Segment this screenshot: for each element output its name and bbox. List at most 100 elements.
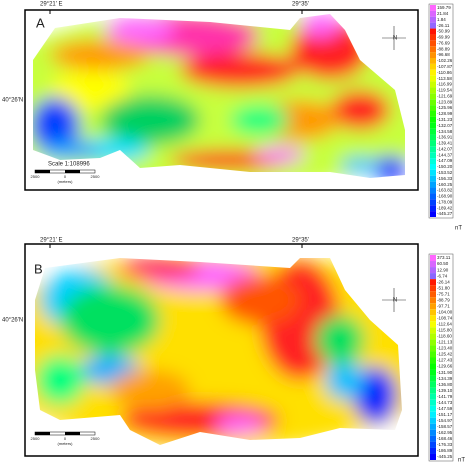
colorbar-label: -6.74 bbox=[437, 273, 448, 278]
colorbar-swatch bbox=[430, 309, 436, 316]
colorbar-label: -128.99 bbox=[437, 111, 453, 116]
colorbar-swatch bbox=[430, 291, 436, 298]
colorbar-swatch bbox=[430, 193, 436, 200]
colorbar-swatch bbox=[430, 128, 436, 135]
colorbar-swatch bbox=[430, 158, 436, 164]
colorbar-swatch bbox=[430, 387, 436, 394]
colorbar-swatch bbox=[430, 375, 436, 382]
colorbar-swatch bbox=[430, 181, 436, 188]
colorbar-label: -88.79 bbox=[437, 297, 450, 302]
scale-unit: (meters) bbox=[58, 179, 74, 184]
anomaly-blob bbox=[215, 415, 265, 435]
colorbar-swatch bbox=[430, 175, 436, 182]
anomaly-blob bbox=[340, 157, 380, 173]
colorbar-swatch bbox=[430, 40, 436, 47]
panel-label: A bbox=[36, 15, 45, 30]
colorbar-label: -26.11 bbox=[437, 23, 450, 28]
colorbar-swatch bbox=[430, 52, 436, 58]
colorbar-label: -154.97 bbox=[437, 418, 453, 423]
anomaly-map bbox=[33, 14, 405, 178]
colorbar-swatch bbox=[430, 58, 436, 64]
colorbar-label: -147.09 bbox=[437, 158, 453, 163]
colorbar-label: -76.69 bbox=[437, 40, 450, 45]
colorbar-label: -125.42 bbox=[437, 352, 453, 357]
colorbar-swatch bbox=[430, 327, 436, 334]
colorbar-label: -168.90 bbox=[437, 194, 453, 199]
colorbar-label: -118.60 bbox=[437, 334, 452, 339]
colorbar-swatch bbox=[430, 140, 436, 147]
scale-text: Scale 1:108996 bbox=[48, 162, 90, 168]
colorbar-swatch bbox=[430, 46, 436, 53]
anomaly-blob bbox=[60, 285, 160, 355]
colorbar-swatch bbox=[430, 255, 436, 262]
colorbar-swatch bbox=[430, 34, 436, 41]
colorbar-label: -144.37 bbox=[437, 152, 453, 157]
longitude-label: 29°21' E bbox=[40, 2, 63, 8]
longitude-label: 29°21' E bbox=[40, 238, 63, 244]
anomaly-blob bbox=[35, 355, 85, 405]
anomaly-blob bbox=[105, 16, 175, 44]
colorbar-swatch bbox=[430, 381, 436, 388]
scale-label: 2500 bbox=[91, 436, 101, 441]
colorbar-label: -131.23 bbox=[437, 117, 453, 122]
colorbar-label: -178.09 bbox=[437, 199, 453, 204]
colorbar-label: -189.42 bbox=[437, 205, 453, 210]
colorbar-swatch bbox=[430, 116, 436, 123]
colorbar-label: -156.33 bbox=[437, 176, 453, 181]
colorbar-label: -134.58 bbox=[437, 129, 453, 134]
colorbar-label: -142.07 bbox=[437, 146, 453, 151]
latitude-label: 40°26'N bbox=[2, 318, 23, 324]
colorbar-swatch bbox=[430, 393, 436, 400]
colorbar-swatch bbox=[430, 199, 436, 206]
colorbar-label: -168.46 bbox=[437, 436, 453, 441]
colorbar-label: -151.17 bbox=[437, 412, 453, 417]
colorbar-label: -132.07 bbox=[437, 123, 453, 128]
colorbar-label: -445.27 bbox=[437, 211, 453, 216]
scale-label: 0 bbox=[64, 174, 67, 179]
colorbar-label: -186.89 bbox=[437, 448, 453, 453]
colorbar-label: -176.33 bbox=[437, 442, 453, 447]
colorbar-swatch bbox=[430, 441, 436, 448]
anomaly-map bbox=[35, 258, 402, 445]
colorbar-label: -108.74 bbox=[437, 315, 453, 320]
colorbar-swatch bbox=[430, 152, 436, 159]
longitude-label: 29°35' bbox=[292, 238, 309, 244]
north-label: N bbox=[393, 36, 397, 42]
colorbar-swatch bbox=[430, 333, 436, 340]
colorbar-label: -102.26 bbox=[437, 58, 453, 63]
colorbar-swatch bbox=[430, 211, 436, 217]
colorbar-label: -97.71 bbox=[437, 303, 450, 308]
colorbar-label: -129.66 bbox=[437, 364, 453, 369]
colorbar-label: -110.86 bbox=[437, 70, 452, 75]
colorbar-label: -69.99 bbox=[437, 35, 450, 40]
colorbar-swatch bbox=[430, 267, 436, 274]
colorbar-swatch bbox=[430, 10, 436, 17]
colorbar-swatch bbox=[430, 205, 436, 212]
colorbar-swatch bbox=[430, 405, 436, 412]
colorbar-label: -75.71 bbox=[437, 291, 450, 296]
colorbar-swatch bbox=[430, 357, 436, 364]
anomaly-blob bbox=[300, 14, 340, 37]
colorbar-label: -150.20 bbox=[437, 164, 453, 169]
colorbar-label: -445.25 bbox=[437, 454, 453, 459]
anomaly-blob bbox=[100, 95, 200, 145]
colorbar-swatch bbox=[430, 399, 436, 406]
colorbar-swatch bbox=[430, 273, 436, 280]
anomaly-blob bbox=[255, 147, 305, 163]
colorbar-swatch bbox=[430, 122, 436, 129]
north-label: N bbox=[393, 298, 397, 304]
colorbar-swatch bbox=[430, 453, 436, 460]
scale-unit: (meters) bbox=[58, 441, 74, 446]
colorbar-swatch bbox=[430, 447, 436, 454]
colorbar-label: -153.52 bbox=[437, 170, 453, 175]
colorbar-label: -136.80 bbox=[437, 382, 453, 387]
scale-bar bbox=[35, 170, 50, 173]
colorbar-label: -121.69 bbox=[437, 93, 453, 98]
colorbar-swatch bbox=[430, 297, 436, 304]
anomaly-blob bbox=[372, 156, 405, 178]
colorbar-swatch bbox=[430, 169, 436, 176]
anomaly-blob bbox=[220, 275, 300, 325]
scale-label: 2500 bbox=[91, 174, 101, 179]
colorbar-swatch bbox=[430, 111, 436, 117]
